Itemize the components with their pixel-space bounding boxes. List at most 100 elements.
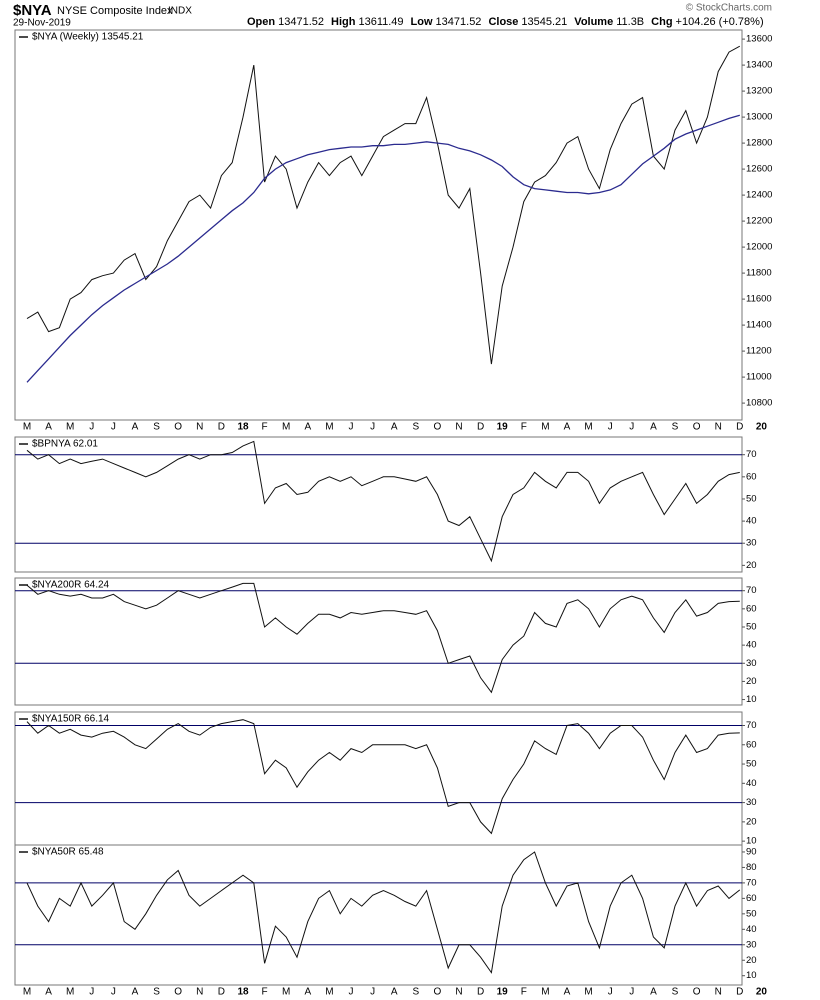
y-tick-label: 40 <box>746 924 757 935</box>
field-value: 13611.49 <box>358 16 403 28</box>
x-tick-label: 18 <box>237 987 249 998</box>
x-tick-label: A <box>391 987 398 998</box>
x-tick-label: S <box>672 987 679 998</box>
x-tick-label: A <box>132 422 139 433</box>
x-tick-label: J <box>370 987 375 998</box>
field-label: Low <box>411 16 433 28</box>
x-tick-label: A <box>132 987 139 998</box>
y-tick-label: 70 <box>746 720 757 731</box>
x-tick-label: M <box>325 422 333 433</box>
x-tick-label: J <box>111 422 116 433</box>
x-tick-label: J <box>608 987 613 998</box>
x-tick-label: N <box>455 422 462 433</box>
x-tick-label: F <box>521 987 527 998</box>
field-label: Volume <box>574 16 613 28</box>
x-tick-label: M <box>541 987 549 998</box>
credit: © StockCharts.com <box>686 3 772 14</box>
y-tick-label: 60 <box>746 603 757 614</box>
legend-label: $NYA (Weekly) 13545.21 <box>32 32 144 43</box>
x-tick-label: N <box>455 987 462 998</box>
y-tick-label: 11400 <box>746 320 772 331</box>
x-tick-label: M <box>282 422 290 433</box>
x-tick-label: O <box>434 987 442 998</box>
x-tick-label: F <box>521 422 527 433</box>
x-tick-label: N <box>196 422 203 433</box>
x-tick-label: M <box>584 987 592 998</box>
y-tick-label: 13200 <box>746 86 772 97</box>
quote-fields: Open 13471.52 High 13611.49 Low 13471.52 Close… <box>247 16 764 28</box>
y-tick-label: 10 <box>746 694 757 705</box>
y-tick-label: 70 <box>746 585 757 596</box>
y-tick-label: 13400 <box>746 60 772 71</box>
field-label: Open <box>247 16 275 28</box>
y-tick-label: 30 <box>746 797 757 808</box>
y-tick-label: 11200 <box>746 346 772 357</box>
y-tick-label: 60 <box>746 739 757 750</box>
legend-label: $BPNYA 62.01 <box>32 439 98 450</box>
plot-frame <box>14 577 743 706</box>
x-tick-label: J <box>89 422 94 433</box>
x-tick-label: F <box>262 987 268 998</box>
x-tick-label: F <box>262 422 268 433</box>
y-tick-label: 70 <box>746 877 757 888</box>
y-tick-label: 50 <box>746 908 757 919</box>
y-tick-label: 20 <box>746 955 757 966</box>
x-tick-label: D <box>736 422 743 433</box>
y-tick-label: 20 <box>746 560 757 571</box>
series-line <box>26 114 740 383</box>
field-value: 13471.52 <box>436 16 482 28</box>
x-tick-label: A <box>564 987 571 998</box>
y-tick-label: 20 <box>746 676 757 687</box>
field-value: 13545.21 <box>521 16 567 28</box>
y-tick-label: 13600 <box>746 34 772 45</box>
x-tick-label: S <box>153 987 160 998</box>
y-tick-label: 60 <box>746 893 757 904</box>
y-tick-label: 40 <box>746 778 757 789</box>
y-tick-label: 12800 <box>746 138 772 149</box>
series-line <box>26 582 740 694</box>
x-tick-label: A <box>45 422 52 433</box>
y-tick-label: 50 <box>746 493 757 504</box>
x-tick-label: A <box>564 422 571 433</box>
x-tick-label: A <box>304 987 311 998</box>
x-tick-label: M <box>23 987 31 998</box>
y-tick-label: 30 <box>746 538 757 549</box>
x-tick-label: A <box>650 422 657 433</box>
x-tick-label: J <box>370 422 375 433</box>
legend-label: $NYA200R 64.24 <box>32 580 110 591</box>
x-tick-label: 18 <box>237 422 249 433</box>
x-tick-label: O <box>693 422 701 433</box>
field-label: Close <box>488 16 518 28</box>
date: 29-Nov-2019 <box>13 18 71 29</box>
x-tick-label: J <box>629 987 634 998</box>
x-tick-label: S <box>412 987 419 998</box>
y-tick-label: 13000 <box>746 112 772 123</box>
x-tick-label: O <box>174 422 182 433</box>
x-tick-label: O <box>174 987 182 998</box>
x-tick-label: N <box>715 422 722 433</box>
y-tick-label: 40 <box>746 516 757 527</box>
y-tick-label: 60 <box>746 471 757 482</box>
x-tick-label: M <box>66 422 74 433</box>
y-tick-label: 11800 <box>746 268 772 279</box>
y-tick-label: 11600 <box>746 294 772 305</box>
y-tick-label: 11000 <box>746 372 772 383</box>
index-name: NYSE Composite Index <box>57 5 173 17</box>
y-tick-label: 10 <box>746 970 757 981</box>
x-tick-label: A <box>45 987 52 998</box>
x-tick-label: M <box>66 987 74 998</box>
x-tick-label: O <box>434 422 442 433</box>
x-tick-label: M <box>23 422 31 433</box>
y-tick-label: 90 <box>746 846 757 857</box>
x-tick-label: J <box>89 987 94 998</box>
x-tick-label: D <box>218 987 225 998</box>
x-tick-label: 19 <box>497 422 509 433</box>
x-tick-label: M <box>541 422 549 433</box>
x-tick-label: A <box>650 987 657 998</box>
x-tick-label: J <box>349 422 354 433</box>
y-tick-label: 12400 <box>746 190 772 201</box>
x-tick-label: O <box>693 987 701 998</box>
x-tick-label: J <box>349 987 354 998</box>
